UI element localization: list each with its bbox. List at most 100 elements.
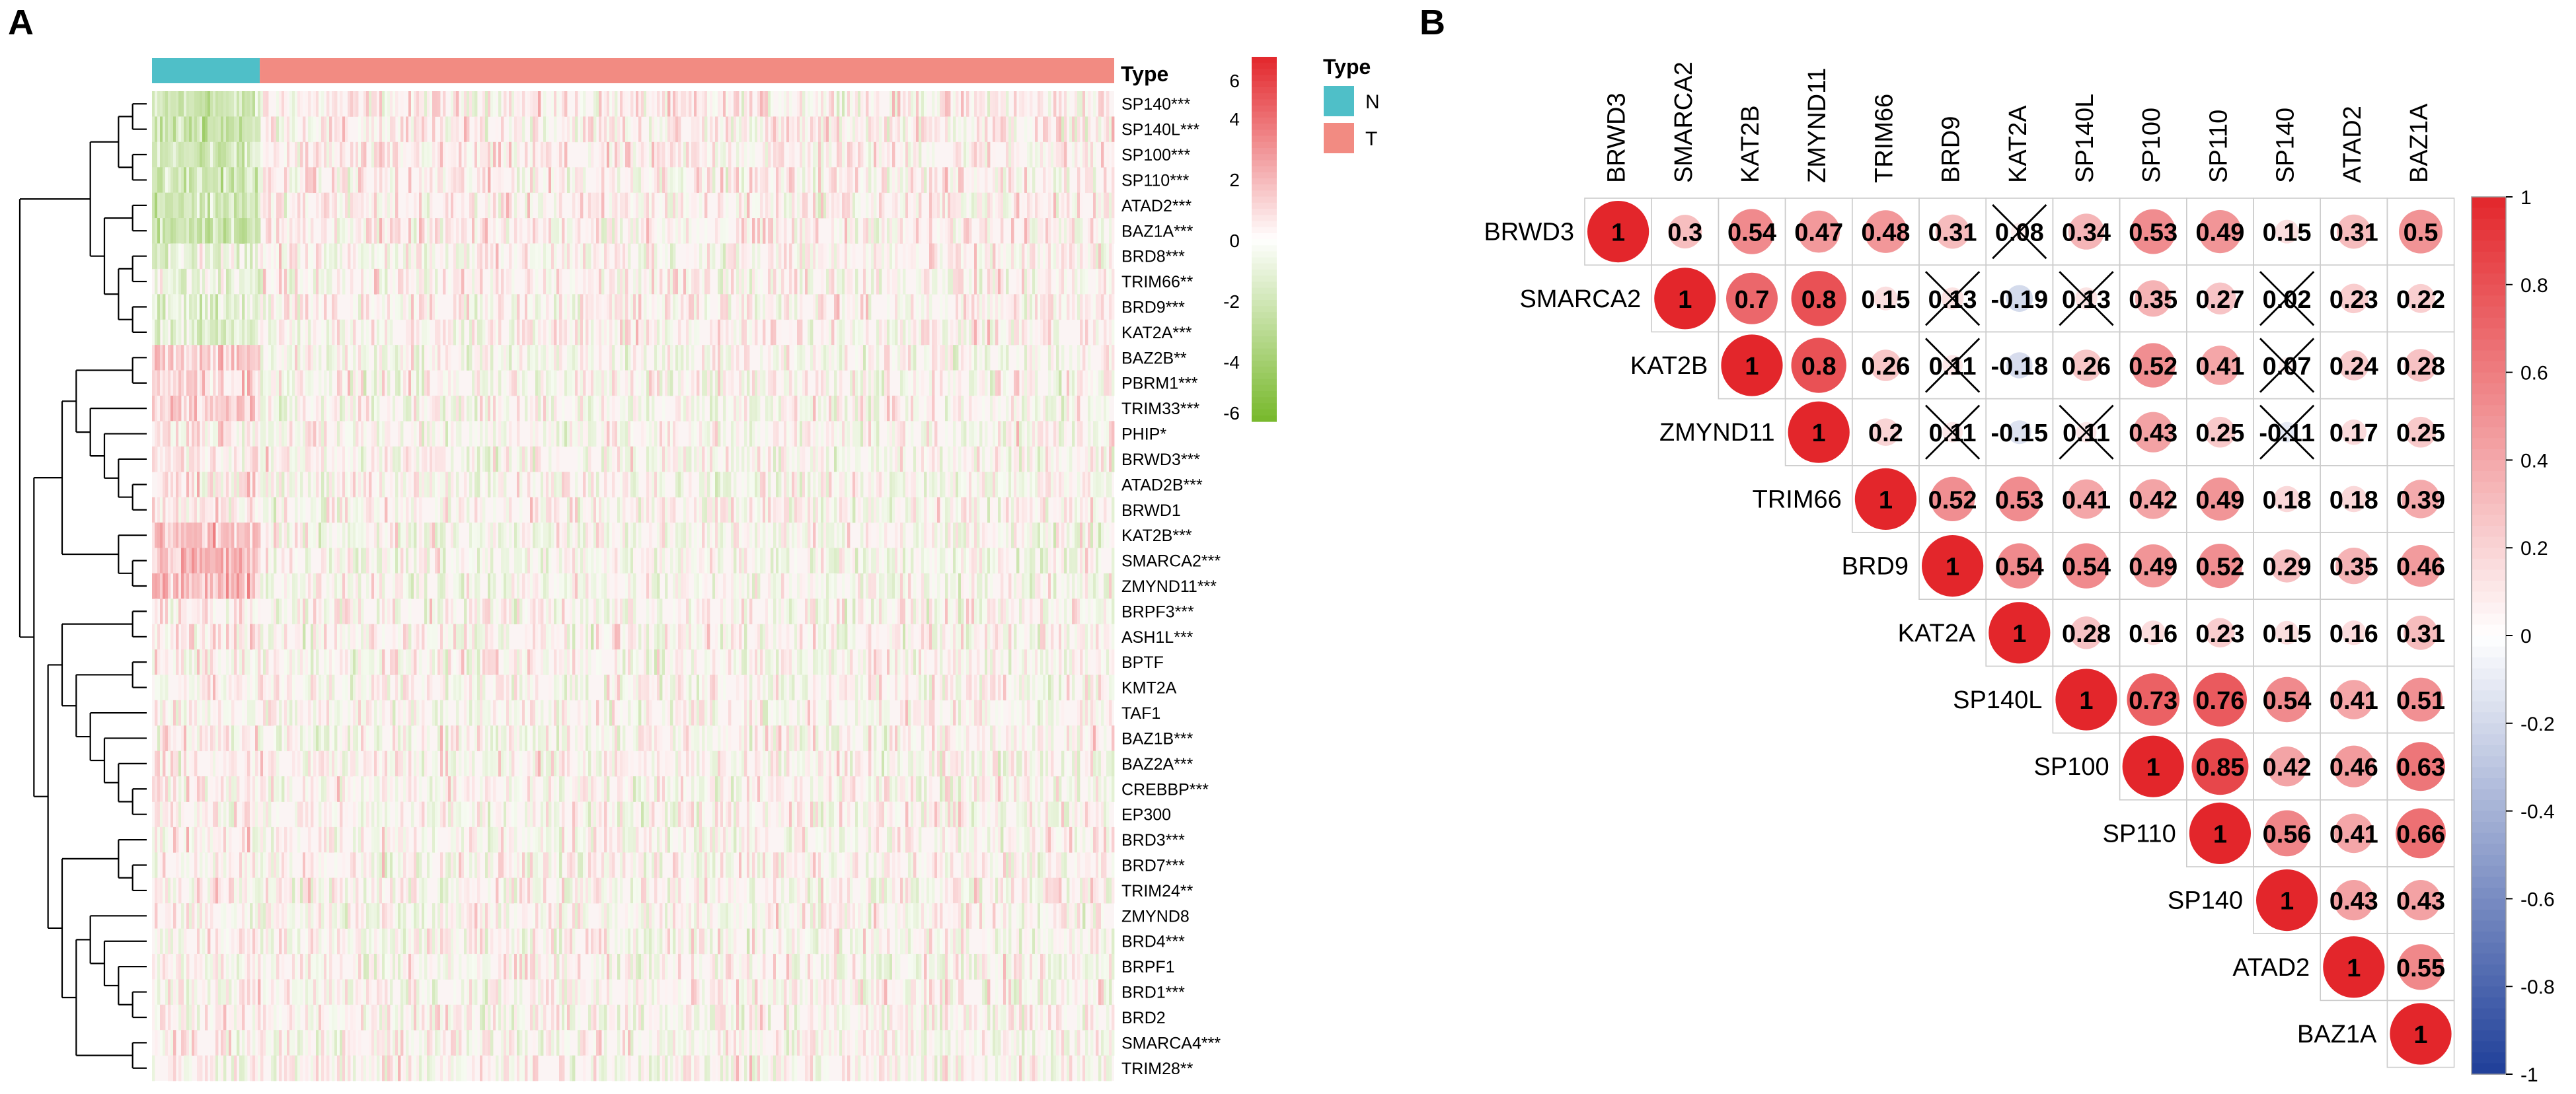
- heatmap-cell: [165, 472, 169, 497]
- heatmap-cell: [321, 421, 324, 447]
- heatmap-cell: [525, 370, 528, 396]
- heatmap-cell: [1104, 268, 1107, 295]
- heatmap-cell: [866, 116, 869, 143]
- heatmap-cell: [422, 548, 425, 574]
- heatmap-cell: [501, 192, 504, 219]
- heatmap-cell: [427, 268, 430, 295]
- heatmap-cell: [1038, 91, 1041, 117]
- heatmap-cell: [1109, 218, 1112, 244]
- heatmap-cell: [945, 218, 948, 244]
- heatmap-cell: [929, 167, 932, 194]
- heatmap-cell: [1038, 345, 1041, 371]
- heatmap-cell: [897, 497, 901, 523]
- heatmap-cell: [855, 319, 858, 346]
- heatmap-cell: [1069, 548, 1073, 574]
- heatmap-cell: [1075, 268, 1078, 295]
- heatmap-cell: [543, 319, 547, 346]
- heatmap-cell: [607, 141, 610, 168]
- heatmap-cell: [895, 421, 898, 447]
- heatmap-cell: [482, 218, 486, 244]
- heatmap-cell: [588, 370, 591, 396]
- heatmap-cell: [567, 116, 570, 143]
- heatmap-cell: [377, 472, 380, 497]
- heatmap-cell: [1088, 370, 1091, 396]
- heatmap-cell: [678, 268, 681, 295]
- heatmap-cell: [250, 395, 253, 421]
- heatmap-cell: [205, 268, 208, 295]
- heatmap-cell: [223, 294, 227, 320]
- heatmap-cell: [644, 243, 647, 270]
- heatmap-cell: [266, 446, 269, 472]
- heatmap-cell: [908, 167, 911, 194]
- heatmap-cell: [860, 522, 864, 548]
- heatmap-cell: [1030, 141, 1033, 168]
- heatmap-cell: [990, 472, 993, 497]
- heatmap-cell: [430, 472, 433, 497]
- heatmap-cell: [163, 319, 166, 346]
- heatmap-cell: [226, 218, 229, 244]
- heatmap-cell: [239, 548, 243, 574]
- heatmap-cell: [289, 268, 293, 295]
- heatmap-cell: [321, 319, 324, 346]
- heatmap-cell: [215, 294, 219, 320]
- heatmap-cell: [966, 218, 969, 244]
- heatmap-cell: [482, 167, 486, 194]
- heatmap-cell: [815, 548, 819, 574]
- heatmap-cell: [319, 268, 322, 295]
- heatmap-cell: [1024, 548, 1028, 574]
- heatmap-cell: [300, 294, 303, 320]
- heatmap-cell: [519, 345, 523, 371]
- heatmap-cell: [1109, 268, 1112, 295]
- heatmap-cell: [1048, 319, 1051, 346]
- heatmap-cell: [493, 472, 496, 497]
- heatmap-cell: [916, 141, 919, 168]
- heatmap-cell: [979, 243, 983, 270]
- heatmap-cell: [633, 472, 636, 497]
- heatmap-cell: [377, 91, 380, 117]
- heatmap-cell: [237, 345, 240, 371]
- heatmap-cell: [1040, 421, 1043, 447]
- heatmap-cell: [221, 548, 224, 574]
- heatmap-cell: [741, 167, 745, 194]
- heatmap-cell: [979, 421, 983, 447]
- heatmap-cell: [786, 345, 790, 371]
- heatmap-cell: [855, 268, 858, 295]
- heatmap-cell: [927, 294, 930, 320]
- heatmap-cell: [260, 268, 264, 295]
- heatmap-cell: [794, 395, 798, 421]
- heatmap-cell: [826, 319, 829, 346]
- heatmap-cell: [358, 294, 361, 320]
- heatmap-cell: [350, 294, 354, 320]
- heatmap-cell: [1043, 268, 1046, 295]
- heatmap-cell: [414, 395, 417, 421]
- heatmap-cell: [490, 395, 494, 421]
- heatmap-cell: [815, 497, 819, 523]
- heatmap-cell: [239, 395, 243, 421]
- heatmap-cell: [363, 91, 367, 117]
- heatmap-cell: [155, 141, 158, 168]
- heatmap-cell: [480, 497, 483, 523]
- heatmap-cell: [163, 116, 166, 143]
- heatmap-cell: [858, 395, 861, 421]
- heatmap-cell: [1098, 395, 1102, 421]
- heatmap-cell: [316, 268, 319, 295]
- heatmap-cell: [242, 192, 245, 219]
- heatmap-cell: [755, 294, 758, 320]
- heatmap-cell: [755, 522, 758, 548]
- heatmap-cell: [213, 91, 216, 117]
- heatmap-cell: [921, 370, 925, 396]
- heatmap-cell: [755, 472, 758, 497]
- heatmap-cell: [422, 167, 425, 194]
- heatmap-cell: [940, 294, 943, 320]
- heatmap-cell: [1032, 218, 1036, 244]
- heatmap-cell: [916, 91, 919, 117]
- heatmap-cell: [884, 319, 888, 346]
- heatmap-cell: [731, 370, 734, 396]
- heatmap-cell: [189, 192, 192, 219]
- heatmap-cell: [424, 522, 428, 548]
- heatmap-cell: [1030, 421, 1033, 447]
- heatmap-cell: [1043, 446, 1046, 472]
- heatmap-cell: [778, 218, 782, 244]
- heatmap-cell: [950, 319, 954, 346]
- heatmap-cell: [578, 319, 581, 346]
